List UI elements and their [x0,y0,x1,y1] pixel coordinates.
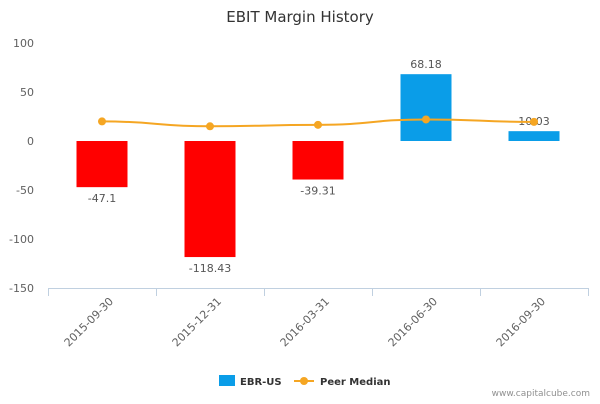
bar [184,141,236,258]
bar-series [76,74,560,258]
y-tick-label: -150 [9,282,34,295]
x-tick-label: 2016-06-30 [386,295,440,349]
bar-data-label: -47.1 [88,192,116,205]
bar [508,131,560,141]
peer-median-point [422,115,430,124]
x-tick-label: 2016-09-30 [494,295,548,349]
bar [400,74,452,141]
y-tick-label: -100 [9,233,34,246]
y-tick-label: 0 [27,135,34,148]
legend: EBR-US Peer Median [219,375,391,388]
peer-median-point [530,117,538,126]
legend-marker-peer-median [300,377,308,385]
peer-median-point [98,117,106,126]
legend-label-ebr-us[interactable]: EBR-US [240,377,282,388]
peer-median-point [206,122,214,131]
bar-data-label: -118.43 [189,262,231,275]
y-axis-ticks: 100 50 0 -50 -100 -150 [9,37,34,295]
peer-median-point [314,120,322,129]
y-tick-label: -50 [16,184,34,197]
y-tick-label: 50 [20,86,34,99]
peer-median-series [98,115,538,131]
bar [76,141,128,188]
bar [292,141,344,180]
bar-data-label: -39.31 [300,185,335,198]
legend-label-peer-median[interactable]: Peer Median [320,377,391,388]
watermark: www.capitalcube.com [492,389,590,399]
bar-data-label: 68.18 [410,58,442,71]
y-tick-label: 100 [13,37,34,50]
x-axis: 2015-09-30 2015-12-31 2016-03-31 2016-06-30… [48,288,589,349]
x-tick-label: 2015-09-30 [62,295,116,349]
x-tick-label: 2015-12-31 [170,295,224,349]
x-tick-label: 2016-03-31 [278,295,332,349]
legend-swatch-ebr-us [219,375,235,386]
chart-title: EBIT Margin History [226,8,374,26]
